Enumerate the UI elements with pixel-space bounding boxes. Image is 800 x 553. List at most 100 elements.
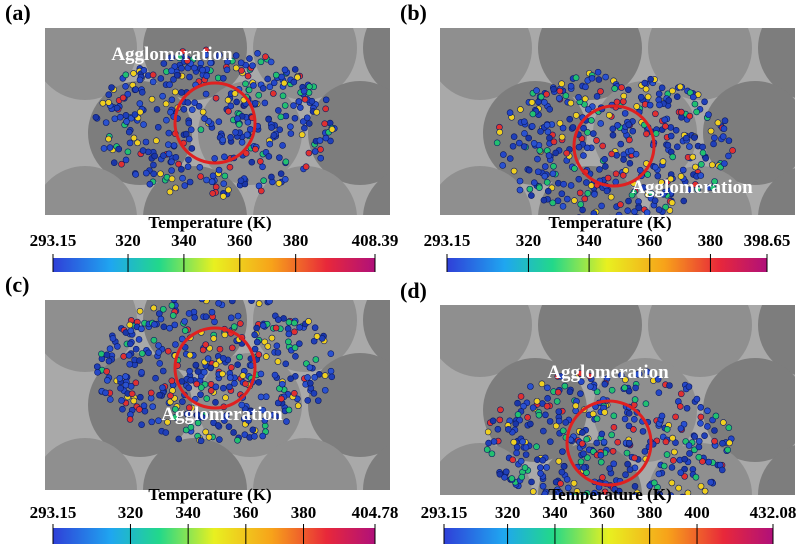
particle bbox=[305, 397, 311, 403]
particle bbox=[163, 117, 169, 123]
particle bbox=[621, 157, 627, 163]
particle bbox=[123, 382, 129, 388]
colorbar bbox=[444, 528, 773, 544]
particle bbox=[627, 467, 633, 473]
particle bbox=[107, 346, 113, 352]
particle bbox=[149, 96, 155, 102]
particle bbox=[578, 201, 584, 207]
particle bbox=[680, 167, 686, 173]
particle bbox=[165, 348, 171, 354]
particle bbox=[690, 154, 696, 160]
particle bbox=[545, 188, 551, 194]
tick-label: 404.78 bbox=[352, 503, 399, 522]
particle bbox=[632, 397, 638, 403]
particle bbox=[567, 389, 573, 395]
particle bbox=[201, 369, 207, 375]
particle bbox=[550, 171, 556, 177]
particle bbox=[551, 139, 557, 145]
particle bbox=[730, 147, 736, 153]
particle bbox=[608, 194, 614, 200]
particle bbox=[526, 167, 532, 173]
particle bbox=[640, 428, 646, 434]
particle bbox=[169, 176, 175, 182]
particle bbox=[262, 100, 268, 106]
particle bbox=[580, 451, 586, 457]
particle bbox=[156, 349, 162, 355]
particle bbox=[123, 83, 129, 89]
particle bbox=[188, 424, 194, 430]
particle bbox=[278, 171, 284, 177]
particle bbox=[167, 393, 173, 399]
particle bbox=[628, 148, 634, 154]
tick-label: 293.15 bbox=[30, 231, 77, 250]
particle bbox=[528, 193, 534, 199]
particle bbox=[557, 88, 563, 94]
particle bbox=[231, 324, 237, 330]
particle bbox=[150, 72, 156, 78]
particle bbox=[553, 150, 559, 156]
tick-label: 320 bbox=[115, 231, 141, 250]
particle bbox=[267, 141, 273, 147]
particle bbox=[610, 132, 616, 138]
tick-label: 360 bbox=[233, 503, 259, 522]
particle bbox=[275, 350, 281, 356]
particle bbox=[150, 79, 156, 85]
particle bbox=[634, 103, 640, 109]
particle bbox=[534, 156, 540, 162]
particle bbox=[559, 134, 565, 140]
particle bbox=[101, 145, 107, 151]
particle bbox=[686, 384, 692, 390]
particle bbox=[587, 384, 593, 390]
particle bbox=[246, 56, 252, 62]
particle bbox=[161, 324, 167, 330]
particle bbox=[233, 129, 239, 135]
particle bbox=[542, 491, 548, 497]
particle bbox=[686, 442, 692, 448]
particle bbox=[583, 180, 589, 186]
particle bbox=[283, 419, 289, 425]
particle bbox=[620, 512, 626, 518]
particle bbox=[188, 377, 194, 383]
particle bbox=[244, 132, 250, 138]
particle bbox=[702, 488, 708, 494]
particle bbox=[221, 181, 227, 187]
tick-label: 340 bbox=[175, 503, 201, 522]
tick-label: 380 bbox=[698, 231, 724, 250]
particle bbox=[117, 385, 123, 391]
particle bbox=[625, 510, 631, 516]
particle bbox=[559, 191, 565, 197]
particle bbox=[529, 99, 535, 105]
particle bbox=[495, 426, 501, 432]
particle bbox=[112, 116, 118, 122]
particle bbox=[151, 321, 157, 327]
particle bbox=[626, 423, 632, 429]
particle bbox=[687, 113, 693, 119]
particle bbox=[555, 180, 561, 186]
particle bbox=[485, 429, 491, 435]
particle bbox=[174, 72, 180, 78]
particle bbox=[517, 178, 523, 184]
particle bbox=[187, 74, 193, 80]
particle bbox=[205, 291, 211, 297]
particle bbox=[509, 476, 515, 482]
particle bbox=[208, 293, 214, 299]
particle bbox=[123, 112, 129, 118]
particle bbox=[674, 144, 680, 150]
particle bbox=[577, 190, 583, 196]
particle bbox=[643, 131, 649, 137]
particle bbox=[288, 131, 294, 137]
particle bbox=[236, 121, 242, 127]
particle bbox=[292, 66, 298, 72]
particle bbox=[287, 124, 293, 130]
particle bbox=[147, 181, 153, 187]
particle bbox=[271, 132, 277, 138]
particle bbox=[286, 319, 292, 325]
particle bbox=[683, 135, 689, 141]
particle bbox=[630, 128, 636, 134]
particle bbox=[624, 450, 630, 456]
particle bbox=[518, 458, 524, 464]
particle bbox=[256, 352, 262, 358]
particle bbox=[673, 127, 679, 133]
particle bbox=[599, 474, 605, 480]
particle bbox=[189, 145, 195, 151]
